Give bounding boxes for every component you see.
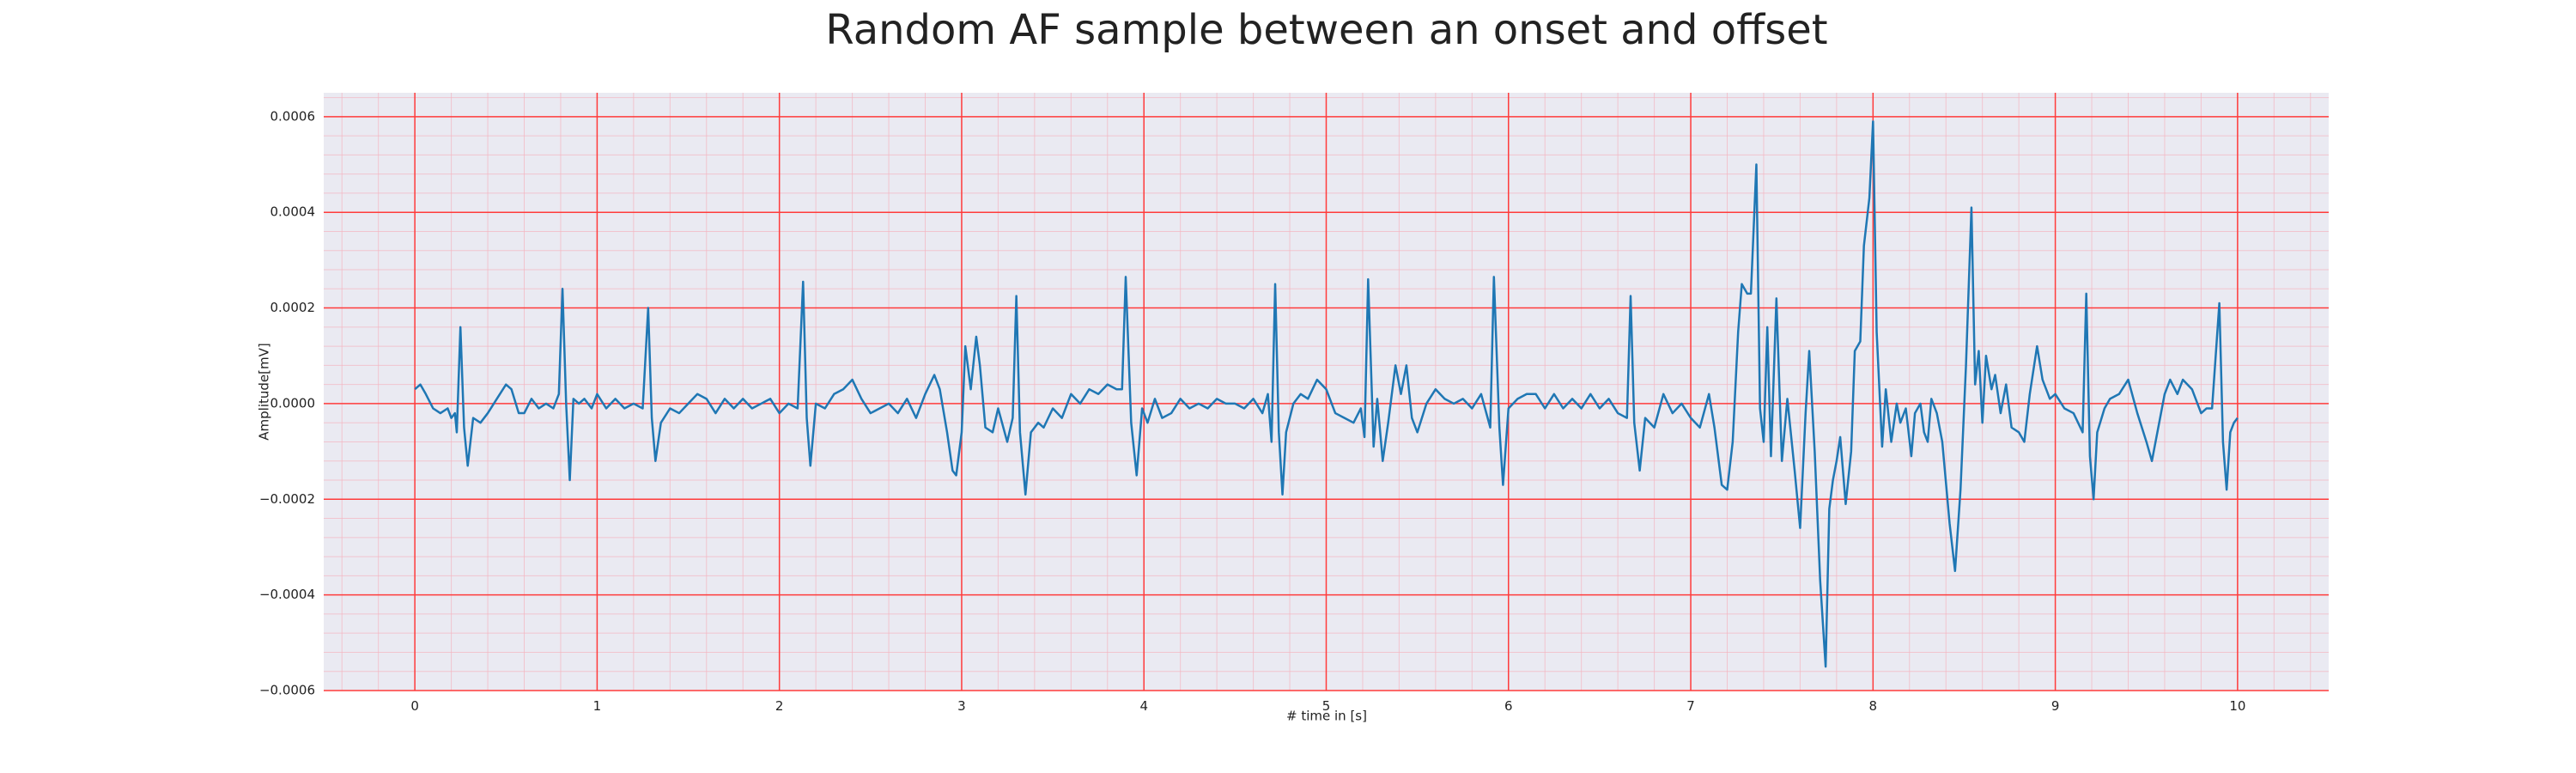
x-tick-label: 3 (957, 698, 966, 714)
y-tick-label: −0.0004 (259, 587, 315, 602)
x-tick-label: 2 (775, 698, 784, 714)
y-axis-label: Amplitude[mV] (257, 343, 272, 440)
signal-line (414, 120, 2239, 668)
x-tick-label: 1 (593, 698, 602, 714)
x-tick-label: 4 (1139, 698, 1148, 714)
x-tick-label: 10 (2229, 698, 2245, 714)
y-tick-label: 0.0006 (270, 108, 316, 124)
x-tick-label: 5 (1322, 698, 1331, 714)
y-tick-label: 0.0000 (270, 395, 316, 411)
x-tick-label: 9 (2051, 698, 2060, 714)
y-tick-label: −0.0006 (259, 683, 315, 698)
y-tick-label: 0.0004 (270, 204, 316, 220)
x-tick-label: 6 (1504, 698, 1513, 714)
x-axis-label: # time in [s] (1286, 709, 1367, 724)
x-tick-label: 0 (410, 698, 419, 714)
y-tick-label: −0.0002 (259, 491, 315, 507)
x-tick-label: 8 (1869, 698, 1878, 714)
x-tick-label: 7 (1686, 698, 1695, 714)
chart-title: Random AF sample between an onset and of… (825, 6, 1827, 54)
y-tick-label: 0.0002 (270, 300, 316, 315)
